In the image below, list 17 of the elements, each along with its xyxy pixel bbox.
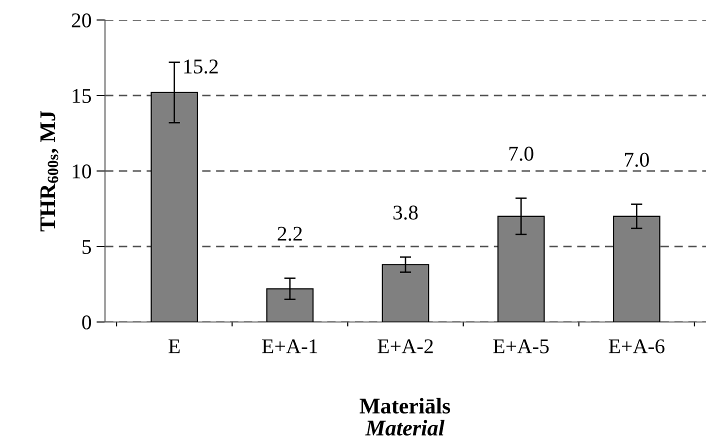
y-axis-title: THR$_{600s}$, MJ — [40, 110, 58, 232]
x-tick-label: E+A-1 — [262, 339, 318, 354]
data-label: 3.8 — [393, 206, 418, 220]
data-label: 7.0 — [625, 152, 649, 167]
data-label: 15.2 — [184, 60, 218, 74]
x-tick-label: E — [168, 339, 180, 354]
x-tick-label: E+A-2 — [378, 339, 433, 354]
y-tick-label: 15 — [72, 88, 91, 103]
y-tick-label: 0 — [82, 315, 92, 330]
x-tick-label: E+A-6 — [608, 339, 664, 354]
x-tick-label: E+A-5 — [493, 339, 549, 354]
y-tick-label: 10 — [72, 164, 92, 178]
x-axis-title: Materiāls Material — [360, 398, 450, 436]
y-tick-label: 20 — [72, 13, 92, 28]
data-label: 7.0 — [509, 146, 534, 161]
data-label: 2.2 — [278, 226, 302, 241]
y-tick-label: 5 — [82, 240, 91, 254]
